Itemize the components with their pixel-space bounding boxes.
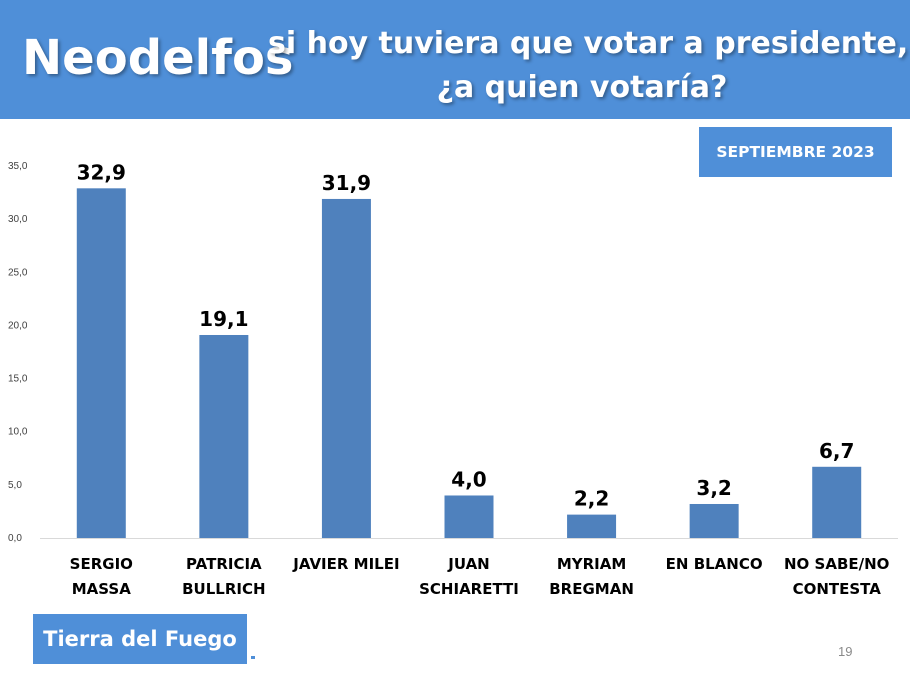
y-tick-label: 20,0	[8, 320, 28, 331]
bar	[76, 188, 126, 538]
bar-value-label: 19,1	[199, 307, 248, 331]
category-label: MASSA	[72, 580, 131, 598]
bar-value-label: 4,0	[451, 467, 486, 491]
category-label: PATRICIA	[186, 555, 262, 573]
question-line-1: si hoy tuviera que votar a presidente,	[268, 26, 909, 61]
category-label: BULLRICH	[182, 580, 265, 598]
category-label: JUAN	[447, 555, 489, 573]
question-line-2: ¿a quien votaría?	[436, 70, 728, 105]
bar	[321, 198, 371, 538]
bar	[812, 466, 862, 538]
header-banner: Neodelfos si hoy tuviera que votar a pre…	[0, 0, 910, 119]
bar	[444, 495, 494, 538]
decorative-dot	[251, 656, 255, 659]
y-tick-label: 0,0	[8, 533, 22, 544]
brand-title: Neodelfos	[22, 30, 294, 86]
y-tick-label: 10,0	[8, 427, 28, 438]
page-number: 19	[838, 644, 853, 659]
region-badge: Tierra del Fuego	[33, 614, 247, 664]
y-tick-label: 5,0	[8, 480, 22, 491]
bar-value-label: 3,2	[696, 476, 731, 500]
y-tick-label: 35,0	[8, 161, 28, 172]
bar	[567, 514, 617, 538]
category-label: SCHIARETTI	[419, 580, 519, 598]
date-badge: SEPTIEMBRE 2023	[699, 127, 892, 177]
bar	[689, 503, 739, 538]
bar	[199, 334, 249, 538]
y-tick-label: 25,0	[8, 267, 28, 278]
category-label: NO SABE/NO	[784, 555, 889, 573]
category-label: MYRIAM	[557, 555, 626, 573]
category-label: JAVIER MILEI	[292, 555, 399, 573]
category-label: BREGMAN	[549, 580, 634, 598]
bar-value-label: 32,9	[77, 160, 126, 184]
category-label: EN BLANCO	[666, 555, 763, 573]
bar-value-label: 2,2	[574, 487, 609, 511]
y-tick-label: 30,0	[8, 214, 28, 225]
category-label: SERGIO	[70, 555, 133, 573]
bar-value-label: 6,7	[819, 439, 854, 463]
survey-question: si hoy tuviera que votar a presidente, ¿…	[268, 22, 909, 110]
category-label: CONTESTA	[793, 580, 882, 598]
y-tick-label: 15,0	[8, 374, 28, 385]
bar-value-label: 31,9	[322, 171, 371, 195]
